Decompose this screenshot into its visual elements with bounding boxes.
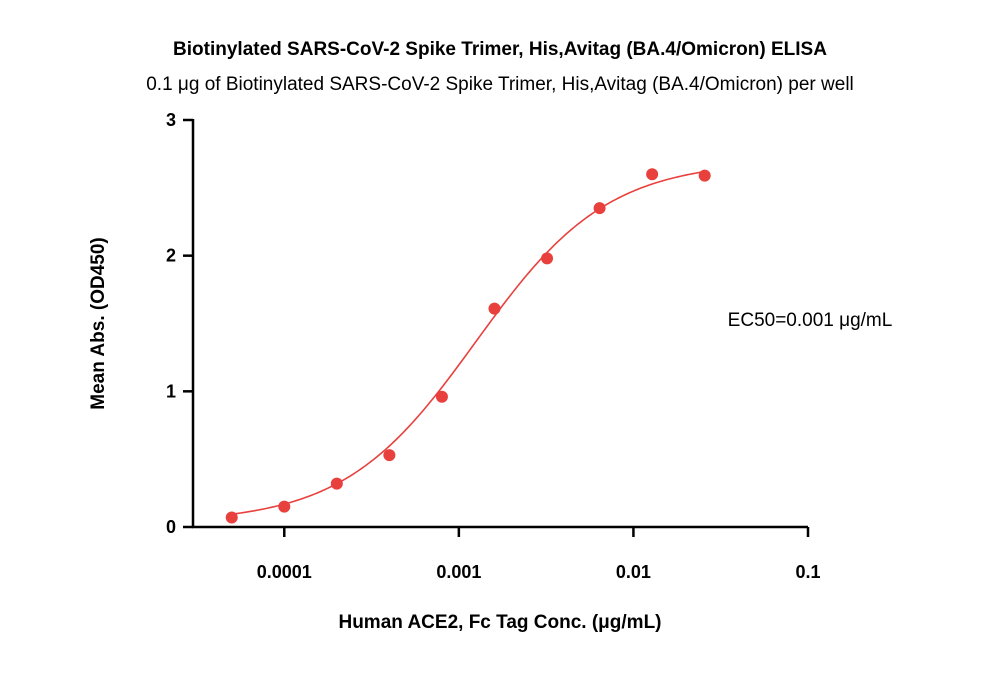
data-points bbox=[225, 168, 711, 524]
data-point bbox=[698, 169, 711, 182]
x-tick-label: 0.001 bbox=[436, 562, 481, 582]
y-axis-ticks: 0 1 2 3 bbox=[166, 110, 193, 537]
fit-curve bbox=[231, 170, 705, 516]
y-tick-label: 3 bbox=[166, 110, 176, 130]
data-point bbox=[225, 511, 238, 524]
data-point bbox=[646, 168, 659, 181]
chart-title: Biotinylated SARS-CoV-2 Spike Trimer, Hi… bbox=[173, 39, 827, 60]
chart-subtitle: 0.1 μg of Biotinylated SARS-CoV-2 Spike … bbox=[146, 74, 854, 95]
data-point bbox=[541, 252, 554, 265]
data-point bbox=[488, 302, 501, 315]
x-tick-label: 0.1 bbox=[795, 562, 820, 582]
x-tick-label: 0.01 bbox=[616, 562, 651, 582]
x-axis-ticks: 0.0001 0.001 0.01 0.1 bbox=[257, 527, 821, 582]
y-tick-label: 0 bbox=[166, 517, 176, 537]
y-tick-label: 2 bbox=[166, 246, 176, 266]
data-point bbox=[435, 390, 448, 403]
data-point bbox=[330, 477, 343, 490]
data-point bbox=[593, 202, 606, 215]
y-tick-label: 1 bbox=[166, 381, 176, 401]
data-point bbox=[383, 449, 396, 462]
ec50-annotation: EC50=0.001 μg/mL bbox=[728, 310, 893, 331]
x-axis-title: Human ACE2, Fc Tag Conc. (μg/mL) bbox=[338, 612, 661, 633]
y-axis-title: Mean Abs. (OD450) bbox=[88, 237, 109, 409]
plot-area: 0 1 2 3 0.0001 0.001 0.01 0.1 bbox=[166, 110, 821, 582]
data-point bbox=[278, 500, 291, 513]
x-tick-label: 0.0001 bbox=[257, 562, 312, 582]
